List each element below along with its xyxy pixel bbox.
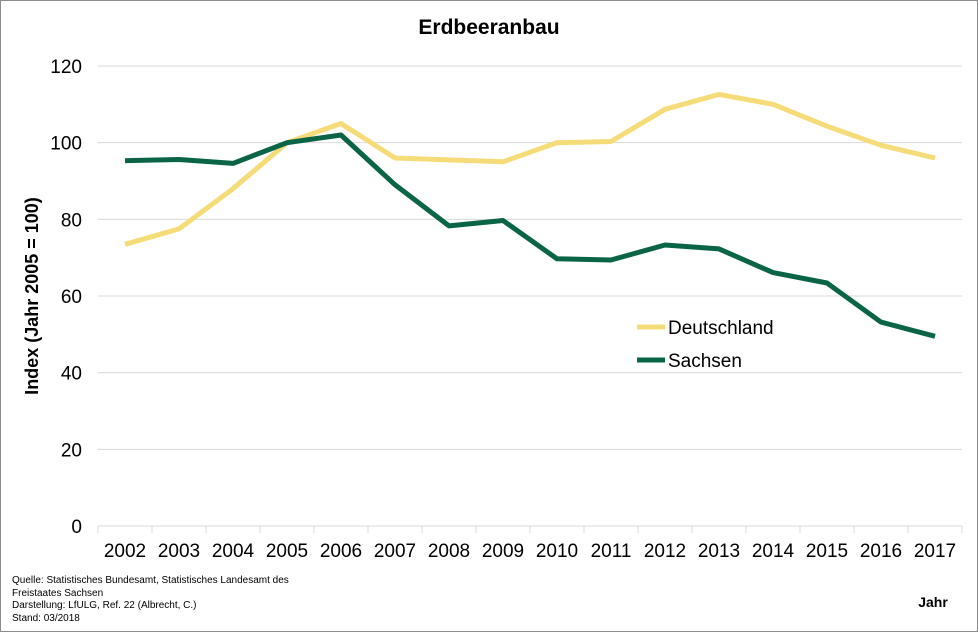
source-line-2: Freistaates Sachsen <box>12 587 104 599</box>
legend: Deutschland Sachsen <box>637 318 774 372</box>
legend-label: Sachsen <box>668 351 742 372</box>
y-tick-label: 60 <box>61 287 82 308</box>
x-tick-label: 2006 <box>320 541 362 562</box>
x-tick-label: 2014 <box>752 541 795 562</box>
x-tick-label: 2005 <box>266 541 308 562</box>
x-tick-label: 2016 <box>860 541 902 562</box>
x-tick-label: 2017 <box>914 541 956 562</box>
source-line-1: Quelle: Statistisches Bundesamt, Statist… <box>12 575 289 586</box>
series-lines <box>124 91 936 339</box>
x-tick-label: 2009 <box>482 541 524 562</box>
source-line-4: Stand: 03/2018 <box>12 612 80 624</box>
legend-label: Deutschland <box>668 318 774 339</box>
gridlines <box>98 65 962 450</box>
y-tick-label: 20 <box>61 440 82 461</box>
chart-title: Erdbeeranbau <box>418 16 559 39</box>
series-line-sachsen <box>124 132 936 339</box>
x-tick-label: 2008 <box>428 541 470 562</box>
source-line-3: Darstellung: LfULG, Ref. 22 (Albrecht, C… <box>12 600 197 611</box>
x-tick-label: 2010 <box>536 541 578 562</box>
series-line-deutschland <box>124 91 936 247</box>
y-tick-label: 100 <box>50 134 82 155</box>
source-note: Quelle: Statistisches Bundesamt, Statist… <box>12 575 332 625</box>
axes: 0 20 40 60 80 100 120 2002 2003 2004 2005 2006 2007 2… <box>50 57 963 562</box>
y-tick-label: 120 <box>50 57 82 78</box>
x-tick-label: 2004 <box>212 541 255 562</box>
x-tick-label: 2011 <box>591 541 632 562</box>
y-tick-label: 0 <box>71 517 82 538</box>
x-tick-label: 2007 <box>374 541 416 562</box>
x-tick-label: 2003 <box>158 541 200 562</box>
y-axis-label: Index (Jahr 2005 = 100) <box>22 197 42 395</box>
x-axis-label: Jahr <box>918 594 948 610</box>
x-tick-label: 2013 <box>698 541 740 562</box>
y-tick-label: 40 <box>61 364 82 385</box>
y-tick-label: 80 <box>61 210 82 231</box>
x-tick-label: 2002 <box>104 541 146 562</box>
x-tick-label: 2015 <box>806 541 848 562</box>
x-tick-label: 2012 <box>644 541 686 562</box>
